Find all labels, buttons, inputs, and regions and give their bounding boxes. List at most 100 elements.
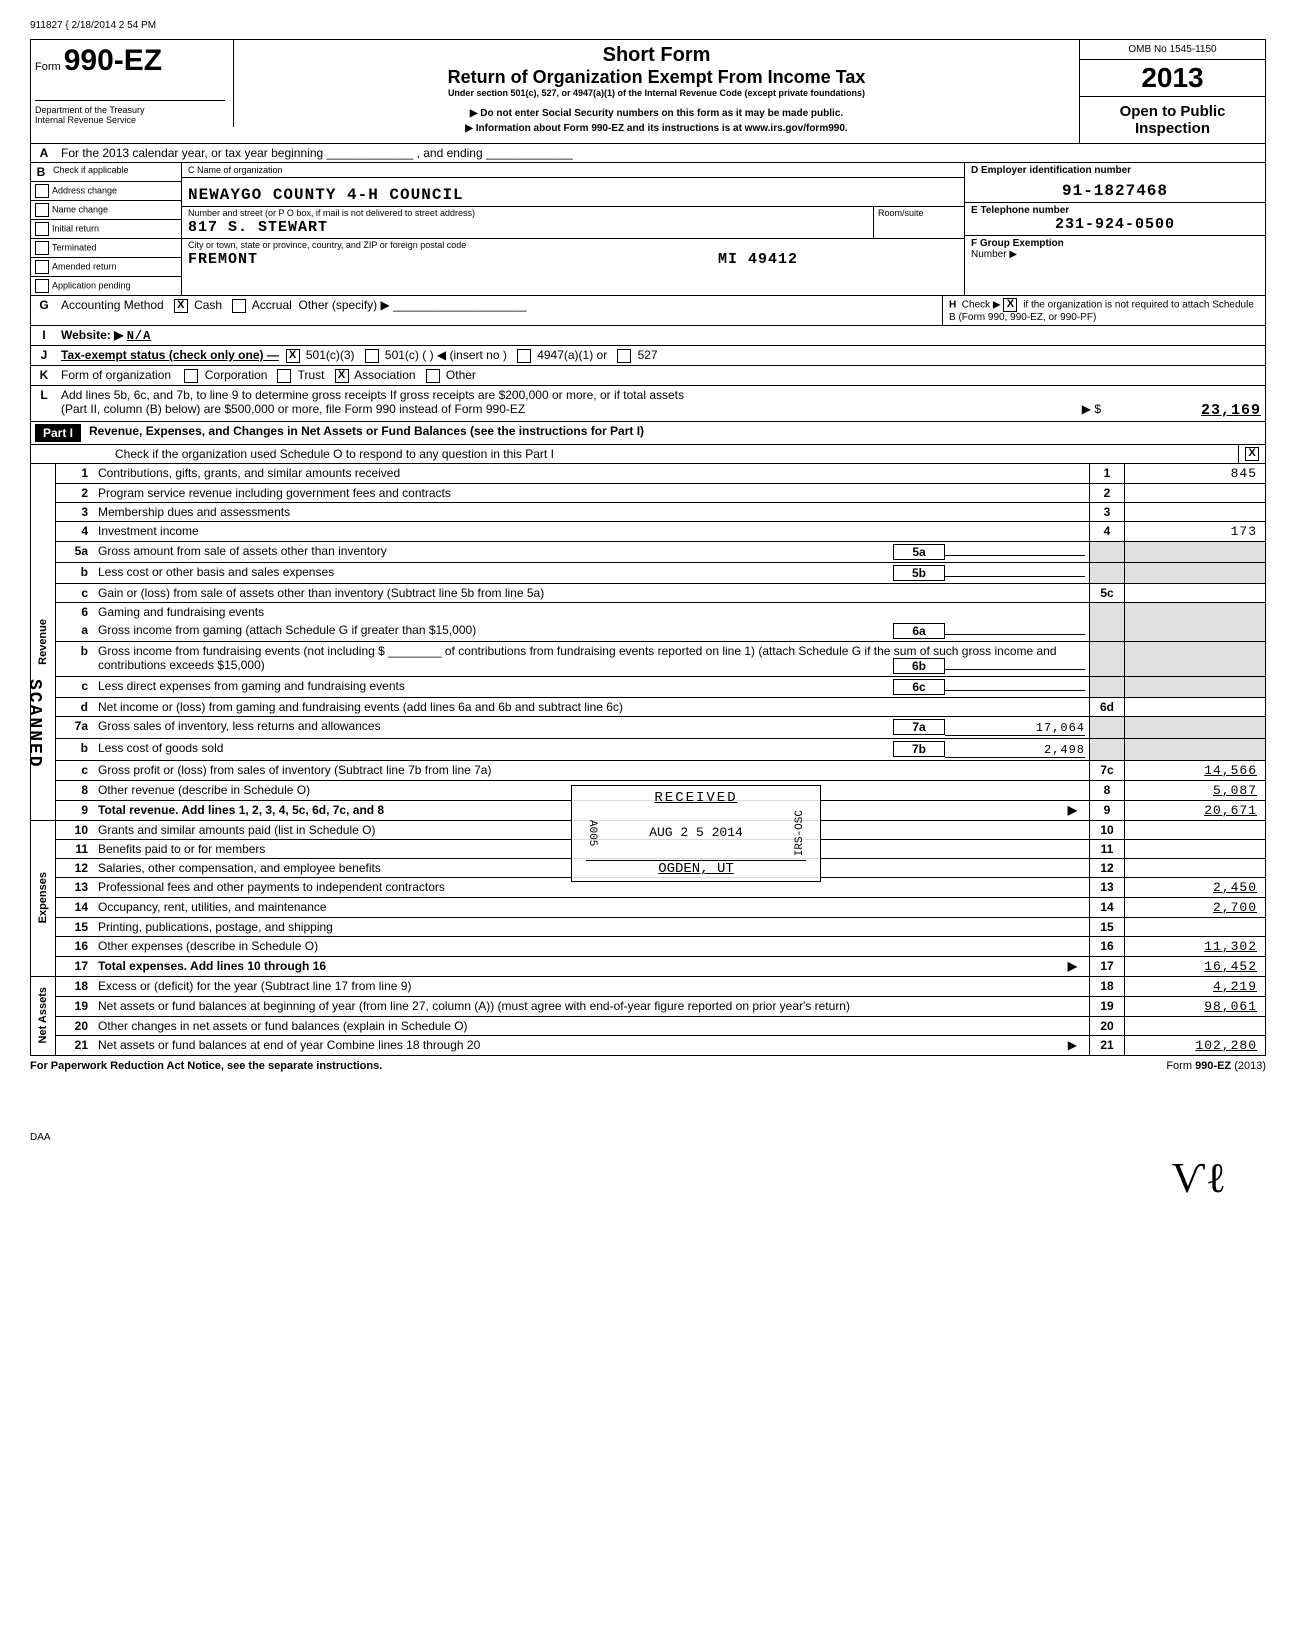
- chk-schedule-o[interactable]: X: [1245, 447, 1259, 461]
- chk-trust[interactable]: [277, 369, 291, 383]
- line-15-box: 15: [1089, 918, 1124, 936]
- title-note2: ▶ Information about Form 990-EZ and its …: [242, 123, 1071, 134]
- footer-daa: DAA: [30, 1132, 1266, 1143]
- side-netassets: Net Assets: [37, 987, 49, 1043]
- line-15-num: 15: [56, 918, 94, 936]
- line-5b-num: b: [56, 563, 94, 583]
- line-12-num: 12: [56, 859, 94, 877]
- line-9-arrow: ▶: [1068, 803, 1077, 817]
- chk-corporation[interactable]: [184, 369, 198, 383]
- line-20-desc: Other changes in net assets or fund bala…: [94, 1017, 1089, 1035]
- line-2-num: 2: [56, 484, 94, 502]
- city-label: City or town, state or province, country…: [182, 239, 964, 251]
- line-6b-midbox: 6b: [893, 658, 945, 674]
- org-street: 817 S. STEWART: [182, 219, 873, 238]
- title-sub: Return of Organization Exempt From Incom…: [242, 67, 1071, 88]
- lbl-initial-return: Initial return: [52, 223, 99, 233]
- line-6d-desc: Net income or (loss) from gaming and fun…: [94, 698, 1089, 716]
- line-9-val: 20,671: [1124, 801, 1265, 820]
- line-14-desc: Occupancy, rent, utilities, and maintena…: [94, 898, 1089, 917]
- line-6d-box: 6d: [1089, 698, 1124, 716]
- org-city: FREMONT: [188, 251, 258, 268]
- row-h-text: Check ▶: [962, 300, 1001, 311]
- row-l-arrow: ▶ $: [1041, 402, 1101, 419]
- line-17-desc: Total expenses. Add lines 10 through 16: [98, 959, 326, 973]
- line-15-desc: Printing, publications, postage, and shi…: [94, 918, 1089, 936]
- line-7c-val: 14,566: [1124, 761, 1265, 780]
- line-2-desc: Program service revenue including govern…: [94, 484, 1089, 502]
- line-6a-desc: Gross income from gaming (attach Schedul…: [98, 623, 476, 637]
- chk-amended[interactable]: [35, 260, 49, 274]
- line-1-num: 1: [56, 464, 94, 483]
- line-6c-midbox: 6c: [893, 679, 945, 695]
- lbl-other-method: Other (specify) ▶: [298, 298, 389, 312]
- chk-app-pending[interactable]: [35, 279, 49, 293]
- org-name: NEWAYGO COUNTY 4-H COUNCIL: [182, 178, 964, 207]
- chk-other-org[interactable]: [426, 369, 440, 383]
- chk-association[interactable]: X: [335, 369, 349, 383]
- chk-initial-return[interactable]: [35, 222, 49, 236]
- footer-left: For Paperwork Reduction Act Notice, see …: [30, 1060, 382, 1072]
- lbl-association: Association: [354, 368, 415, 382]
- row-c-label: C Name of organization: [182, 163, 964, 178]
- line-19-desc: Net assets or fund balances at beginning…: [94, 997, 1089, 1016]
- chk-terminated[interactable]: [35, 241, 49, 255]
- line-19-num: 19: [56, 997, 94, 1016]
- gross-receipts-value: 23,169: [1101, 402, 1261, 419]
- line-14-box: 14: [1089, 898, 1124, 917]
- line-6a-num: a: [56, 621, 94, 641]
- line-7a-midval: 17,064: [945, 721, 1085, 736]
- lbl-501c3: 501(c)(3): [306, 348, 355, 362]
- ein-value: 91-1827468: [971, 176, 1259, 200]
- line-18-desc: Excess or (deficit) for the year (Subtra…: [94, 977, 1089, 996]
- line-8-box: 8: [1089, 781, 1124, 800]
- chk-4947[interactable]: [517, 349, 531, 363]
- line-6a-midval: [945, 634, 1085, 635]
- chk-527[interactable]: [617, 349, 631, 363]
- line-9-box: 9: [1089, 801, 1124, 820]
- line-20-box: 20: [1089, 1017, 1124, 1035]
- chk-501c[interactable]: [365, 349, 379, 363]
- line-18-val: 4,219: [1124, 977, 1265, 996]
- line-7c-desc: Gross profit or (loss) from sales of inv…: [94, 761, 1089, 780]
- line-4-desc: Investment income: [94, 522, 1089, 541]
- room-label: Room/suite: [874, 207, 964, 219]
- line-6-num: 6: [56, 603, 94, 621]
- chk-cash[interactable]: X: [174, 299, 188, 313]
- line-20-num: 20: [56, 1017, 94, 1035]
- line-7c-num: c: [56, 761, 94, 780]
- part1-check-line: Check if the organization used Schedule …: [111, 445, 1238, 463]
- stamp-received: RECEIVED: [586, 790, 806, 806]
- row-l-text1: Add lines 5b, 6c, and 7b, to line 9 to d…: [61, 388, 1261, 402]
- chk-name-change[interactable]: [35, 203, 49, 217]
- row-b-label: Check if applicable: [51, 163, 131, 181]
- chk-schedule-b[interactable]: X: [1003, 298, 1017, 312]
- chk-address-change[interactable]: [35, 184, 49, 198]
- lbl-accrual: Accrual: [252, 298, 292, 312]
- line-4-val: 173: [1124, 522, 1265, 541]
- line-2-box: 2: [1089, 484, 1124, 502]
- form-header: Form 990-EZ Department of the Treasury I…: [30, 39, 1266, 144]
- line-3-box: 3: [1089, 503, 1124, 521]
- line-16-val: 11,302: [1124, 937, 1265, 956]
- row-f-label: F Group Exemption: [971, 238, 1259, 249]
- part1-label: Part I: [35, 424, 81, 442]
- irs-received-stamp: RECEIVED A005 AUG 2 5 2014 IRS-OSC OGDEN…: [571, 785, 821, 882]
- line-5a-midval: [945, 555, 1085, 556]
- line-6c-midval: [945, 690, 1085, 691]
- line-7a-num: 7a: [56, 717, 94, 738]
- line-4-num: 4: [56, 522, 94, 541]
- line-13-num: 13: [56, 878, 94, 897]
- line-5a-desc: Gross amount from sale of assets other t…: [98, 544, 387, 558]
- website-value: N/A: [127, 329, 152, 343]
- line-5a-box: [1089, 542, 1124, 562]
- line-7b-desc: Less cost of goods sold: [98, 741, 223, 755]
- chk-accrual[interactable]: [232, 299, 246, 313]
- chk-501c3[interactable]: X: [286, 349, 300, 363]
- line-7a-desc: Gross sales of inventory, less returns a…: [98, 719, 381, 733]
- line-7c-box: 7c: [1089, 761, 1124, 780]
- footer-right: Form 990-EZ (2013): [1166, 1060, 1266, 1072]
- line-11-val: [1124, 840, 1265, 858]
- dept-line2: Internal Revenue Service: [35, 115, 225, 125]
- lbl-527: 527: [638, 348, 658, 362]
